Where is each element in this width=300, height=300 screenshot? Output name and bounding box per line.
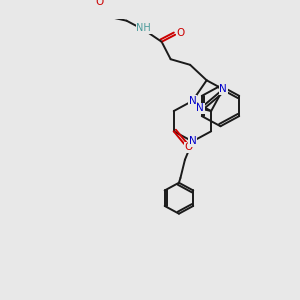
Text: N: N xyxy=(189,96,196,106)
Text: O: O xyxy=(184,142,193,152)
Text: NH: NH xyxy=(136,23,151,33)
Text: O: O xyxy=(176,28,184,38)
Text: N: N xyxy=(189,136,196,146)
Text: N: N xyxy=(189,136,196,146)
Text: N: N xyxy=(189,96,196,106)
Text: N: N xyxy=(196,103,204,113)
Text: O: O xyxy=(95,0,103,7)
Text: N: N xyxy=(219,84,227,94)
